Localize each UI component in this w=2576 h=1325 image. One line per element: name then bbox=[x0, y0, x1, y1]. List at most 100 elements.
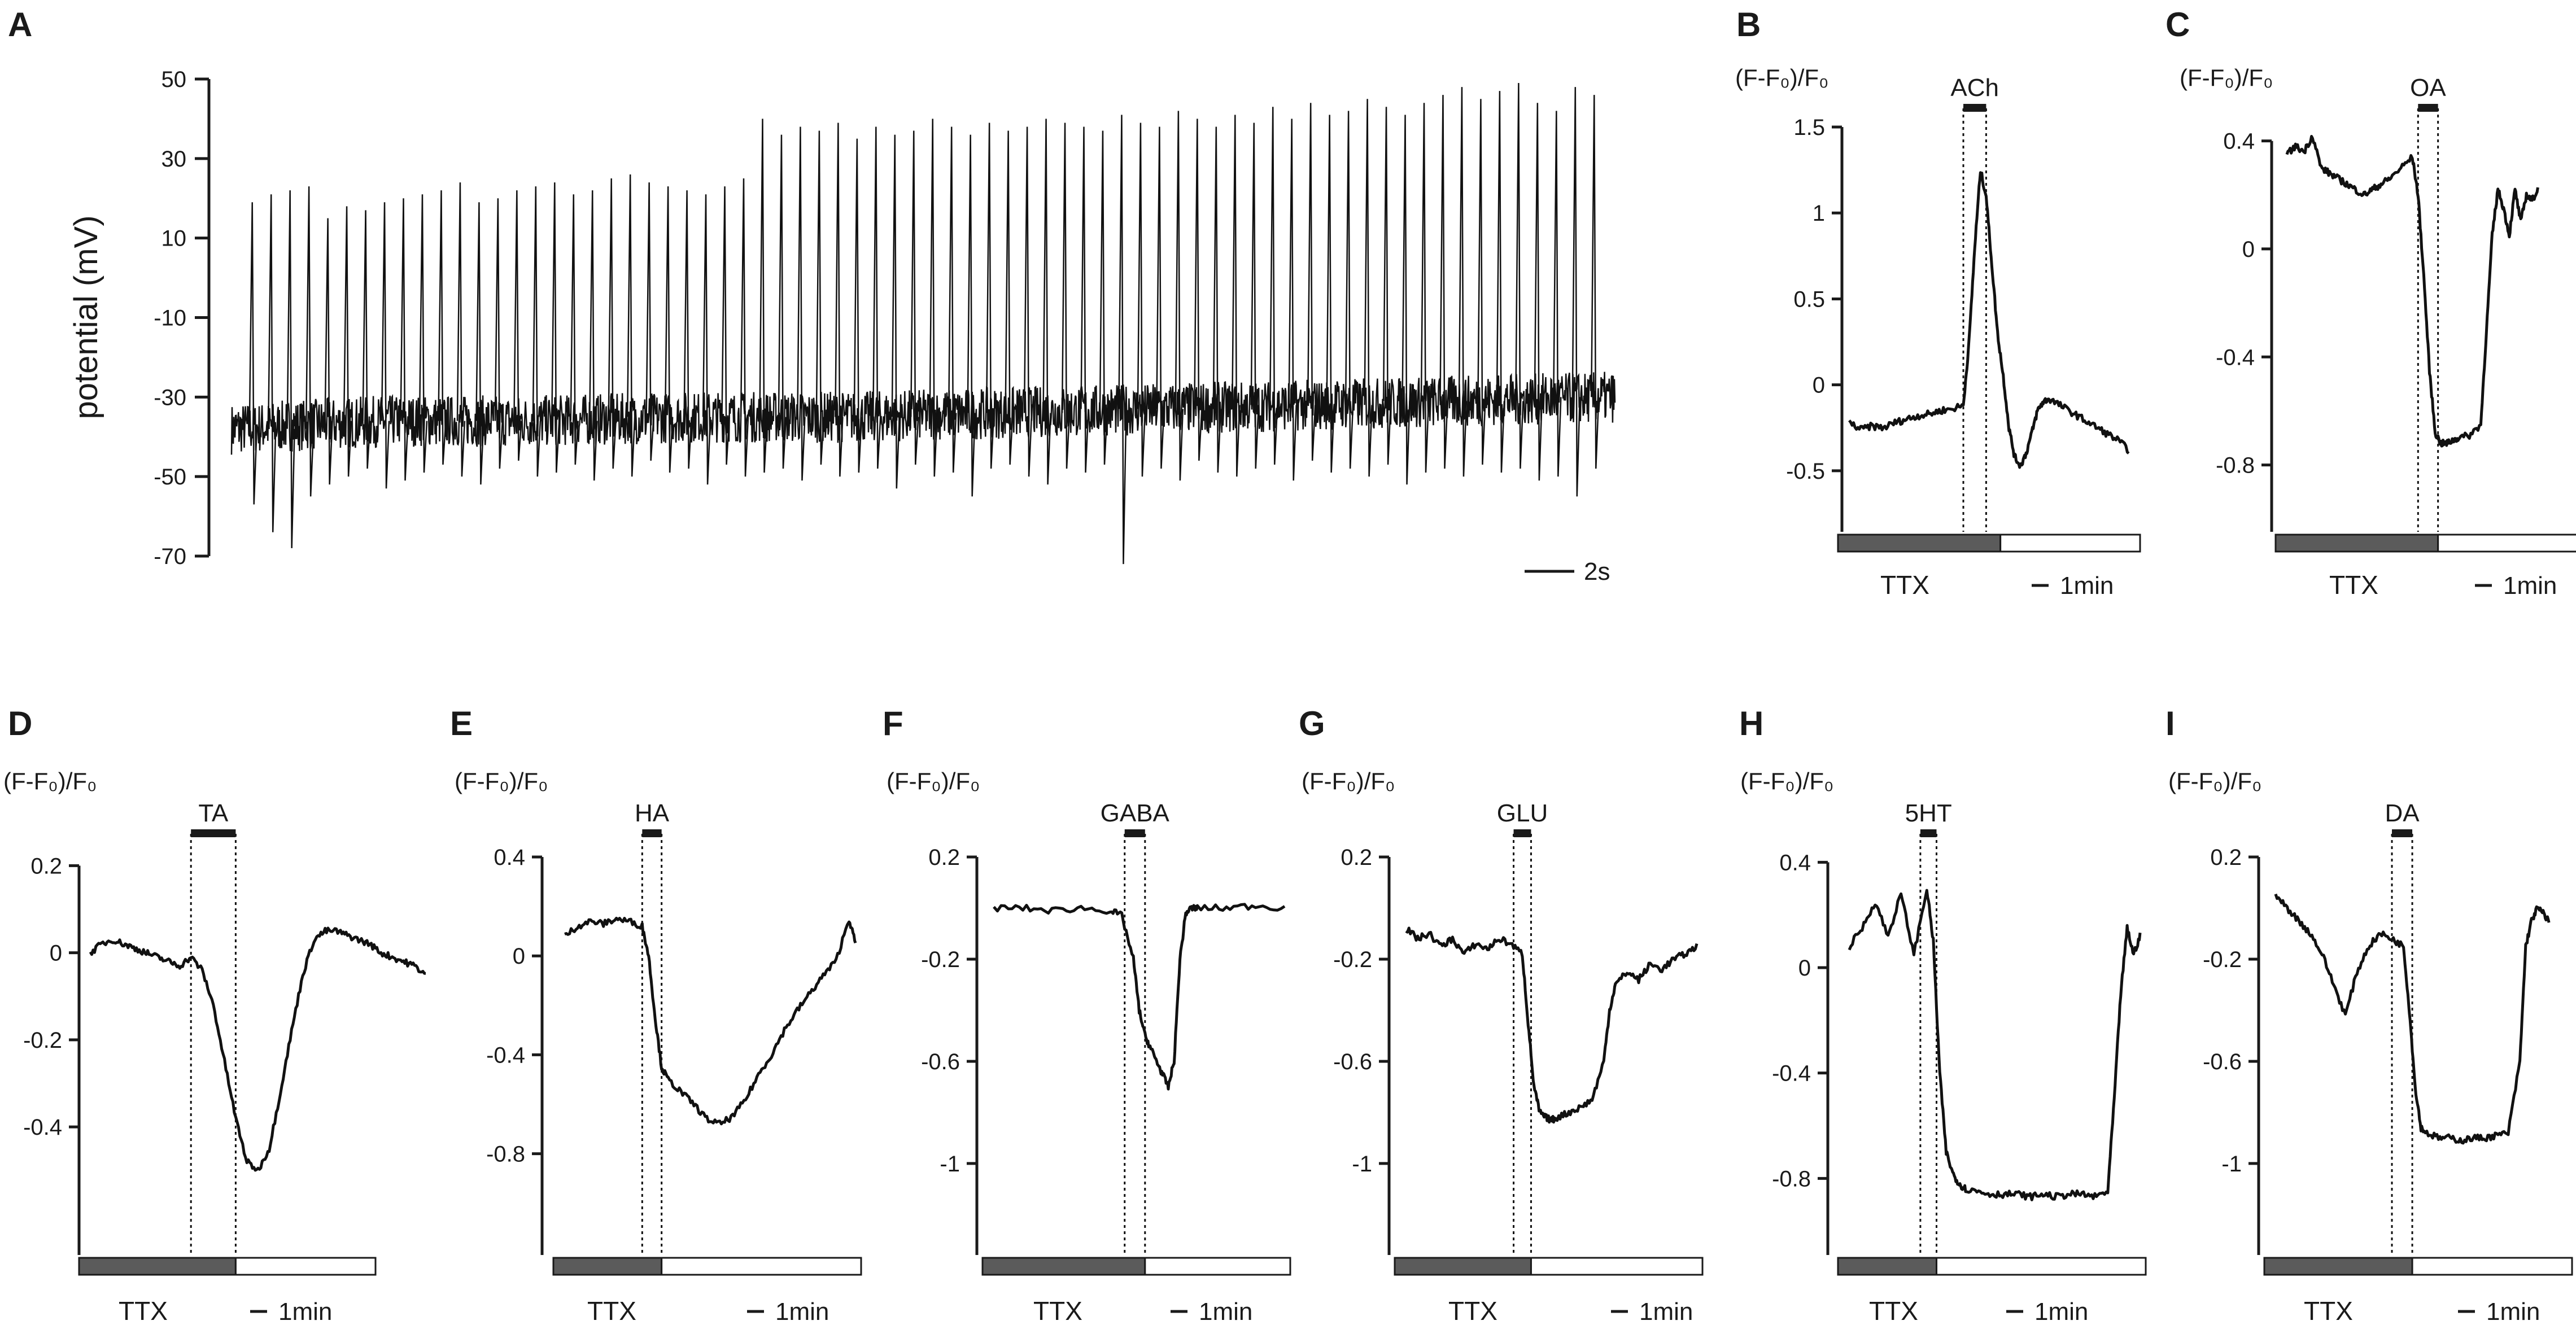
wash-bar-g bbox=[1530, 1257, 1704, 1276]
y-tick-label-b: 0.5 bbox=[1793, 287, 1825, 312]
drug-bar-c bbox=[2418, 104, 2438, 112]
panel-e: E (F-F₀)/F₀ 0.4 0 -0.4 -0.8 HA TTX 1min bbox=[450, 705, 862, 1325]
spike bbox=[1571, 87, 1581, 497]
scale-bar-label-g: 1min bbox=[1639, 1298, 1693, 1325]
scale-bar-label-f: 1min bbox=[1199, 1298, 1252, 1325]
spike bbox=[570, 194, 579, 465]
panel-b: B (F-F₀)/F₀ 1.5 1 0.5 0 -0.5 ACh TTX 1min bbox=[1735, 6, 2141, 600]
spike bbox=[1364, 99, 1373, 477]
panel-f: F (F-F₀)/F₀ 0.2 -0.2 -0.6 -1 GABA TTX 1min bbox=[883, 705, 1291, 1325]
wash-bar-c bbox=[2437, 534, 2576, 553]
drug-label-c: OA bbox=[2410, 74, 2446, 102]
ttx-bar-b bbox=[1837, 534, 2002, 553]
spike bbox=[910, 130, 919, 465]
ttx-bar-h bbox=[1837, 1257, 1937, 1276]
y-tick-label-i: 0.2 bbox=[2210, 845, 2242, 870]
y-tick-label-a: 10 bbox=[161, 226, 187, 251]
spike bbox=[418, 194, 428, 473]
y-axis-label-g: (F-F₀)/F₀ bbox=[1302, 768, 1395, 794]
spike bbox=[1137, 123, 1146, 477]
y-tick-label-i: -0.2 bbox=[2203, 947, 2242, 972]
spike bbox=[759, 119, 768, 473]
spike bbox=[1496, 91, 1505, 473]
ttx-label-e: TTX bbox=[587, 1296, 636, 1325]
drug-label-i: DA bbox=[2385, 799, 2420, 827]
wash-bar-b bbox=[1999, 534, 2141, 553]
wash-bar-h bbox=[1936, 1257, 2147, 1276]
spike bbox=[1175, 111, 1184, 481]
y-tick-label-h: -0.8 bbox=[1772, 1166, 1811, 1191]
spike bbox=[1269, 107, 1278, 465]
scale-bar-label-a: 2s bbox=[1584, 558, 1610, 585]
spike bbox=[1420, 103, 1430, 473]
ttx-bar-g bbox=[1394, 1257, 1532, 1276]
y-tick-label-d: -0.4 bbox=[23, 1115, 62, 1140]
y-tick-label-b: -0.5 bbox=[1786, 459, 1825, 484]
spike bbox=[456, 182, 466, 477]
spike bbox=[1553, 111, 1562, 477]
ttx-bar-f bbox=[981, 1257, 1146, 1276]
y-tick-label-g: 0.2 bbox=[1341, 845, 1372, 870]
drug-bar-h bbox=[1920, 829, 1937, 837]
ttx-bar-e bbox=[552, 1257, 663, 1276]
spike bbox=[835, 123, 844, 477]
y-tick-label-c: -0.4 bbox=[2216, 345, 2255, 370]
spike bbox=[494, 198, 504, 469]
y-tick-label-c: -0.8 bbox=[2216, 453, 2255, 478]
fluorescence-trace-f bbox=[993, 903, 1286, 1091]
spike bbox=[343, 206, 352, 477]
y-tick-label-b: 1 bbox=[1813, 201, 1825, 226]
spike bbox=[1458, 87, 1468, 477]
panel-label-a: A bbox=[8, 6, 32, 43]
y-axis-label-b: (F-F₀)/F₀ bbox=[1735, 64, 1828, 91]
spike bbox=[1382, 107, 1392, 465]
fluorescence-trace-h bbox=[1848, 889, 2142, 1201]
ttx-label-h: TTX bbox=[1869, 1296, 1918, 1325]
spike bbox=[438, 190, 447, 465]
drug-label-d: TA bbox=[198, 799, 229, 827]
y-tick-label-a: -50 bbox=[154, 465, 186, 489]
spike bbox=[1515, 83, 1524, 469]
spike bbox=[721, 186, 730, 465]
y-tick-label-g: -0.2 bbox=[1333, 947, 1372, 972]
spike bbox=[324, 218, 333, 485]
spike bbox=[1005, 130, 1014, 465]
scale-bar-label-h: 1min bbox=[2034, 1298, 2088, 1325]
ttx-bar-c bbox=[2274, 534, 2439, 553]
y-tick-label-f: 0.2 bbox=[928, 845, 960, 870]
scale-bar-label-d: 1min bbox=[278, 1298, 332, 1325]
y-axis-label-h: (F-F₀)/F₀ bbox=[1740, 768, 1833, 794]
spike bbox=[362, 210, 371, 469]
fluorescence-trace-d bbox=[89, 926, 426, 1172]
y-tick-label-d: -0.2 bbox=[23, 1028, 62, 1053]
scale-bar-label-i: 1min bbox=[2486, 1298, 2540, 1325]
y-axis-label-e: (F-F₀)/F₀ bbox=[455, 768, 548, 794]
spike bbox=[248, 202, 257, 505]
spike bbox=[664, 186, 674, 473]
spike bbox=[853, 138, 863, 473]
spike bbox=[1534, 103, 1543, 481]
y-tick-label-h: -0.4 bbox=[1772, 1061, 1811, 1086]
wash-bar-f bbox=[1144, 1257, 1291, 1276]
spike bbox=[513, 190, 522, 461]
spike bbox=[1250, 123, 1260, 469]
panel-d: D (F-F₀)/F₀ 0.2 0 -0.2 -0.4 TA TTX 1min bbox=[3, 705, 426, 1325]
y-axis-label-i: (F-F₀)/F₀ bbox=[2168, 768, 2261, 794]
scale-bar-label-e: 1min bbox=[775, 1298, 829, 1325]
wash-bar-d bbox=[234, 1257, 377, 1276]
y-tick-label-d: 0 bbox=[50, 941, 62, 966]
spike bbox=[948, 126, 957, 473]
spike bbox=[1061, 123, 1071, 469]
panel-label-g: G bbox=[1299, 705, 1325, 742]
drug-bar-b bbox=[1963, 104, 1986, 112]
panel-label-f: F bbox=[883, 705, 903, 742]
y-tick-label-a: -10 bbox=[154, 306, 186, 331]
spike bbox=[1156, 126, 1165, 469]
spike bbox=[1080, 126, 1089, 473]
spike bbox=[1023, 126, 1033, 477]
spike bbox=[778, 134, 787, 469]
spike bbox=[1042, 119, 1051, 485]
panel-a: A 50 30 10 -10 -30 -50 -70 potential (mV) 2s bbox=[8, 6, 1616, 585]
y-tick-label-h: 0 bbox=[1798, 956, 1811, 981]
y-tick-label-a: 30 bbox=[161, 147, 187, 172]
